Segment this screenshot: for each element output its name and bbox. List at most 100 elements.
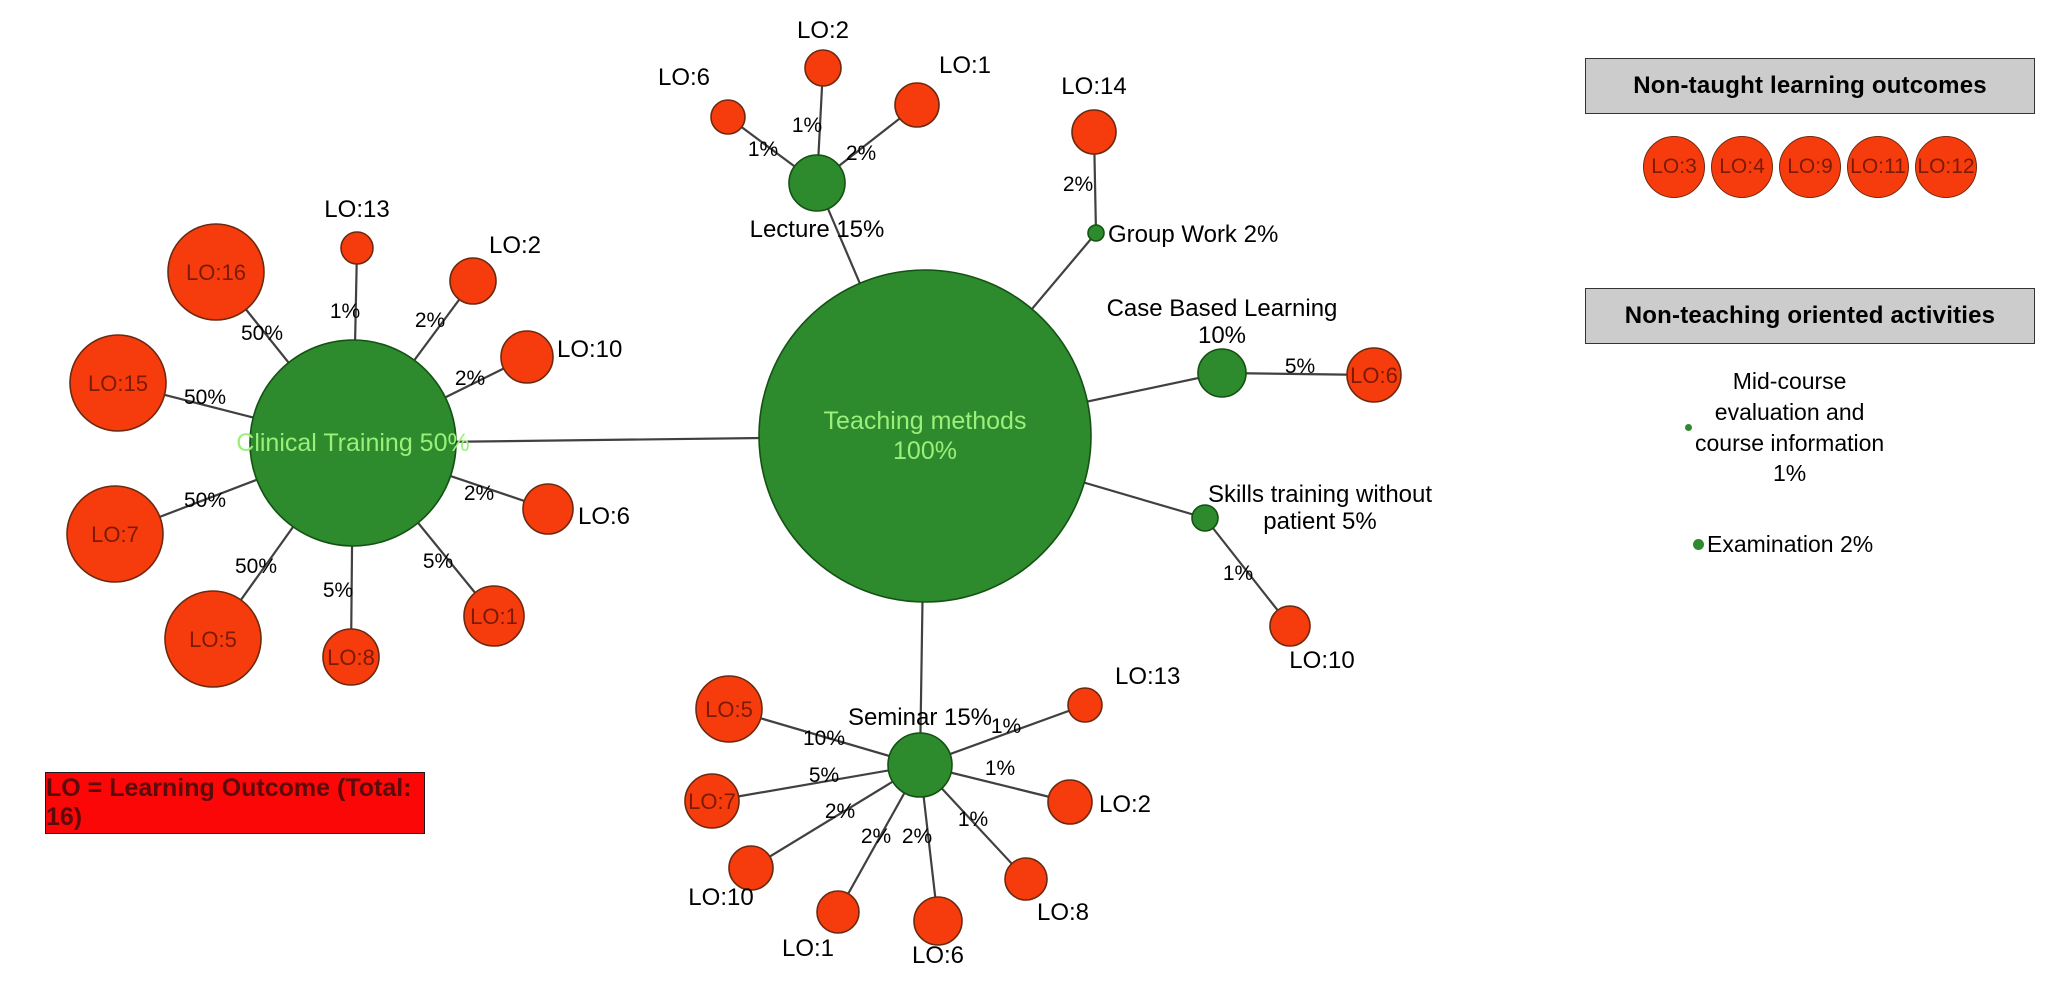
edge-clinical-lo10-weight-label: 2%	[455, 367, 485, 390]
nodes-layer	[66, 49, 1402, 946]
edge-seminar-lo10	[750, 764, 921, 869]
lo8-seminar-node-label: LO:8	[1037, 899, 1089, 926]
seminar-node-label: Seminar 15%	[848, 704, 992, 731]
lo8-seminar-node[interactable]	[1004, 857, 1048, 901]
lecture-node-label: Lecture 15%	[750, 216, 885, 243]
lo5-clinical-node-label: LO:5	[189, 627, 237, 652]
lo6-clinical-node-label: LO:6	[578, 503, 630, 530]
lo6-lecture-node[interactable]	[710, 99, 746, 135]
lo6-lecture-node-label: LO:6	[658, 64, 710, 91]
learning-outcome-legend: LO = Learning Outcome (Total: 16)	[45, 772, 425, 834]
non-taught-outcome-chip[interactable]: LO:11	[1847, 136, 1909, 198]
edge-clinical-lo15-weight-label: 50%	[184, 386, 226, 409]
non-taught-outcome-chip[interactable]: LO:12	[1915, 136, 1977, 198]
lo10-seminar-node[interactable]	[728, 845, 774, 891]
non-taught-outcomes-panel: Non-taught learning outcomes LO:3 LO:4 LO:…	[1585, 58, 2035, 198]
edge-groupwork-lo14-weight-label: 2%	[1063, 173, 1093, 196]
seminar-node[interactable]	[887, 732, 953, 798]
edge-clinical-lo13-weight-label: 1%	[330, 300, 360, 323]
lo2-clinical-node[interactable]	[449, 257, 497, 305]
non-taught-outcome-chip[interactable]: LO:3	[1643, 136, 1705, 198]
non-teaching-activity-item: Mid-course evaluation and course informati…	[1585, 366, 2035, 489]
case-based-learning-node-label-line: 10%	[1198, 322, 1246, 349]
clinical-training-node[interactable]	[249, 339, 457, 547]
lo2-lecture-node-label: LO:2	[797, 17, 849, 44]
edge-seminar-lo13-weight-label: 1%	[991, 715, 1021, 738]
teaching-methods-node-label: Teaching methods	[824, 407, 1027, 435]
edge-seminar-lo8-weight-label: 1%	[958, 808, 988, 831]
teaching-methods-node[interactable]	[758, 269, 1092, 603]
lo7-clinical-node-label: LO:7	[91, 522, 139, 547]
lo7-seminar-node[interactable]	[684, 773, 740, 829]
lo1-clinical-node[interactable]	[463, 585, 525, 647]
lo10-skills-node[interactable]	[1269, 605, 1311, 647]
edge-seminar-lo7	[711, 763, 921, 803]
lo8-clinical-node-label: LO:8	[327, 645, 375, 670]
lo1-lecture-node[interactable]	[894, 82, 940, 128]
lo6-cbl-node-label: LO:6	[1350, 363, 1398, 388]
non-teaching-activity-list: Mid-course evaluation and course informati…	[1585, 366, 2035, 560]
lo5-seminar-node[interactable]	[695, 675, 763, 743]
lo1-lecture-node-label: LO:1	[939, 52, 991, 79]
lo5-seminar-node-label: LO:5	[705, 697, 753, 722]
lo2-seminar-node[interactable]	[1047, 779, 1093, 825]
edge-skills-lo10	[1204, 517, 1291, 627]
lo6-cbl-node[interactable]	[1346, 347, 1402, 403]
skills-training-node[interactable]	[1191, 504, 1219, 532]
lo1-seminar-node[interactable]	[816, 890, 860, 934]
lo16-clinical-node[interactable]	[167, 223, 265, 321]
edge-lecture-lo2-weight-label: 1%	[792, 114, 822, 137]
group-work-node-label: Group Work 2%	[1108, 221, 1278, 248]
edge-lecture-lo1-weight-label: 2%	[846, 142, 876, 165]
lo2-seminar-node-label: LO:2	[1099, 791, 1151, 818]
lo15-clinical-node-label: LO:15	[88, 371, 148, 396]
non-taught-outcome-chips: LO:3 LO:4 LO:9 LO:11 LO:12	[1585, 136, 2035, 198]
lo14-groupwork-node[interactable]	[1071, 109, 1117, 155]
edge-clinical-lo7-weight-label: 50%	[184, 489, 226, 512]
lo10-clinical-node[interactable]	[500, 330, 554, 384]
activity-dot-icon	[1685, 424, 1692, 432]
lo13-clinical-node[interactable]	[340, 231, 374, 265]
non-teaching-activities-title: Non-teaching oriented activities	[1585, 288, 2035, 344]
non-taught-outcome-chip[interactable]: LO:4	[1711, 136, 1773, 198]
edge-skills-lo10-weight-label: 1%	[1223, 562, 1253, 585]
edge-labels-layer: 50% 50% 50% 50% 5% 5% 2% 2% 2% 1% 1% 1% 2% 2% 5% 1% 10% 5…	[184, 114, 1315, 848]
edge-clinical-lo8-weight-label: 5%	[323, 579, 353, 602]
case-based-learning-node[interactable]	[1197, 348, 1247, 398]
lo2-clinical-node-label: LO:2	[489, 232, 541, 259]
lo10-seminar-node-label: LO:10	[688, 884, 753, 911]
edge-lecture-lo6-weight-label: 1%	[748, 138, 778, 161]
lo10-skills-node-label: LO:10	[1289, 647, 1354, 674]
lo13-seminar-node[interactable]	[1067, 687, 1103, 723]
edge-cbl-lo6-weight-label: 5%	[1285, 355, 1315, 378]
lo5-clinical-node[interactable]	[164, 590, 262, 688]
edge-seminar-lo6-weight-label: 2%	[902, 825, 932, 848]
group-work-node[interactable]	[1087, 224, 1105, 242]
non-teaching-activity-label: Examination 2%	[1707, 531, 1874, 558]
non-teaching-activity-label: Mid-course evaluation and course informati…	[1695, 368, 1885, 487]
lecture-node[interactable]	[788, 154, 846, 212]
edge-seminar-lo2-weight-label: 1%	[985, 757, 1015, 780]
edge-seminar-lo5-weight-label: 10%	[803, 727, 845, 750]
lo15-clinical-node[interactable]	[69, 334, 167, 432]
lo2-lecture-node[interactable]	[804, 49, 842, 87]
non-teaching-activity-item: Examination 2%	[1585, 529, 2035, 560]
edge-clinical-lo1-weight-label: 5%	[423, 550, 453, 573]
non-taught-outcomes-title: Non-taught learning outcomes	[1585, 58, 2035, 114]
edge-seminar-lo7-weight-label: 5%	[809, 764, 839, 787]
skills-training-node-label-line: patient 5%	[1263, 508, 1376, 535]
lo1-seminar-node-label: LO:1	[782, 935, 834, 962]
non-taught-outcome-chip[interactable]: LO:9	[1779, 136, 1841, 198]
lo16-clinical-node-label: LO:16	[186, 260, 246, 285]
edge-clinical-lo6-weight-label: 2%	[464, 482, 494, 505]
case-based-learning-node-label-line: Case Based Learning	[1107, 295, 1338, 322]
lo6-seminar-node-label: LO:6	[912, 942, 964, 969]
lo6-clinical-node[interactable]	[522, 483, 574, 535]
edge-clinical-lo16-weight-label: 50%	[241, 322, 283, 345]
lo6-seminar-node[interactable]	[913, 896, 963, 946]
teaching-methods-node-label: 100%	[893, 437, 957, 465]
lo8-clinical-node[interactable]	[322, 628, 380, 686]
lo7-clinical-node[interactable]	[66, 485, 164, 583]
